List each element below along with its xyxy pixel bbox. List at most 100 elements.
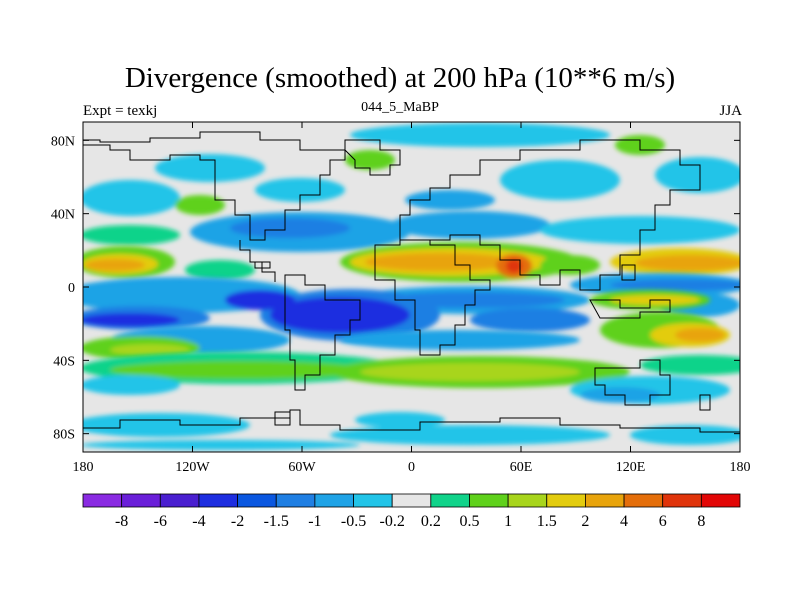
- colorbar-swatch: [623, 493, 664, 508]
- field-patch: [635, 255, 740, 271]
- field-patch: [255, 178, 345, 202]
- colorbar-swatch: [198, 493, 238, 508]
- colorbar-label: -8: [115, 513, 128, 530]
- y-tick-label: 40N: [51, 208, 75, 223]
- field-patch: [610, 279, 740, 291]
- field-patch: [230, 218, 350, 238]
- y-axis: 80N 40N 0 40S 80S: [51, 134, 740, 443]
- field-patch: [83, 313, 180, 327]
- x-tick-label: 60W: [288, 460, 316, 475]
- x-tick-label: 180: [730, 460, 751, 475]
- y-tick-label: 80N: [51, 134, 75, 149]
- field-patch: [365, 253, 515, 271]
- coastline-antarctic-peninsula: [274, 411, 291, 426]
- colorbar-swatch: [430, 493, 470, 508]
- chart-title: Divergence (smoothed) at 200 hPa (10**6 …: [124, 62, 676, 94]
- colorbar-swatch: [353, 493, 393, 508]
- colorbar-label: 8: [697, 513, 705, 530]
- field-patch: [640, 355, 740, 375]
- colorbar-label: 0.5: [459, 513, 479, 530]
- field-patch: [175, 195, 225, 215]
- colorbar-label: 4: [620, 513, 628, 530]
- field-patch: [330, 425, 610, 445]
- coastline-caribbean: [254, 261, 271, 269]
- field-patch: [360, 363, 580, 381]
- colorbar-swatch: [469, 493, 509, 508]
- field-patch: [355, 412, 445, 428]
- field-patch: [500, 160, 620, 200]
- field-patch: [83, 413, 250, 437]
- colorbar-label: -0.2: [380, 513, 405, 530]
- colorbar-label: -6: [154, 513, 167, 530]
- colorbar-swatch: [546, 493, 586, 508]
- colorbar-label: 0.2: [421, 513, 441, 530]
- y-tick-label: 0: [68, 281, 75, 296]
- experiment-label: Expt = texkj: [83, 103, 158, 119]
- field-patch: [350, 123, 610, 147]
- x-axis: 180 120W 60W 0 60E 120E 180: [73, 122, 751, 475]
- coastline-south-america: [284, 274, 361, 391]
- colorbar-swatch: [391, 493, 432, 508]
- run-label: 044_5_MaBP: [361, 100, 439, 115]
- field-patch: [83, 375, 180, 395]
- field-patch: [470, 308, 590, 332]
- colorbar-label: 1.5: [537, 513, 557, 530]
- season-label: JJA: [719, 103, 742, 119]
- coastline-africa: [374, 239, 491, 356]
- y-tick-label: 80S: [53, 428, 75, 443]
- x-tick-label: 120W: [175, 460, 210, 475]
- field-patch: [83, 440, 360, 450]
- x-tick-label: 120E: [616, 460, 646, 475]
- field-patch: [155, 154, 265, 182]
- colorbar-swatch: [700, 493, 741, 508]
- colorbar-swatch: [507, 493, 548, 508]
- colorbar-label: 2: [581, 513, 589, 530]
- field-patch: [270, 297, 410, 333]
- colorbar: -8 -6 -4 -2 -1.5 -1 -0.5 -0.2 0.2 0.5 1 1.5 2 4 6 8: [82, 493, 741, 530]
- colorbar-label: 1: [504, 513, 512, 530]
- coastline-japan: [621, 264, 636, 281]
- x-tick-label: 60E: [510, 460, 533, 475]
- coastline-new-zealand: [699, 394, 711, 411]
- coastline-maritime-continent: [589, 299, 671, 319]
- coastline-eurasia: [399, 139, 701, 291]
- colorbar-swatch: [82, 493, 123, 508]
- field-patch: [340, 330, 580, 350]
- colorbar-label: -2: [231, 513, 244, 530]
- field-patch: [225, 290, 295, 310]
- colorbar-swatch: [121, 493, 161, 508]
- colorbar-swatch: [237, 493, 277, 508]
- coastline-antarctica: [83, 409, 740, 433]
- colorbar-label: -4: [192, 513, 205, 530]
- field-patch: [506, 259, 522, 273]
- field-patch: [85, 259, 145, 271]
- colorbar-swatch: [159, 493, 200, 508]
- field-patch: [83, 225, 180, 245]
- colorbar-label: -1: [308, 513, 321, 530]
- field-patch: [405, 190, 495, 210]
- field-patch: [655, 157, 740, 193]
- x-tick-label: 0: [408, 460, 415, 475]
- colorbar-swatch: [585, 493, 625, 508]
- colorbar-label: -0.5: [341, 513, 366, 530]
- coastlines: [83, 131, 740, 433]
- field-patch: [630, 425, 740, 445]
- coastline-greenland: [344, 139, 401, 176]
- coastline-north-america: [83, 131, 346, 241]
- colorbar-swatch: [314, 493, 354, 508]
- x-tick-label: 180: [73, 460, 94, 475]
- field-patch: [390, 211, 550, 239]
- colorbar-label: -1.5: [264, 513, 289, 530]
- field-patch: [345, 150, 395, 170]
- colorbar-label: 6: [659, 513, 667, 530]
- y-tick-label: 40S: [53, 354, 75, 369]
- field-patch: [110, 344, 190, 356]
- field-patch: [185, 260, 255, 280]
- field-patch: [675, 328, 725, 342]
- coastline-australia: [594, 359, 671, 406]
- colorbar-swatch: [662, 493, 702, 508]
- colorbar-swatch: [275, 493, 316, 508]
- field-patch: [83, 180, 180, 216]
- field-patch: [540, 255, 600, 275]
